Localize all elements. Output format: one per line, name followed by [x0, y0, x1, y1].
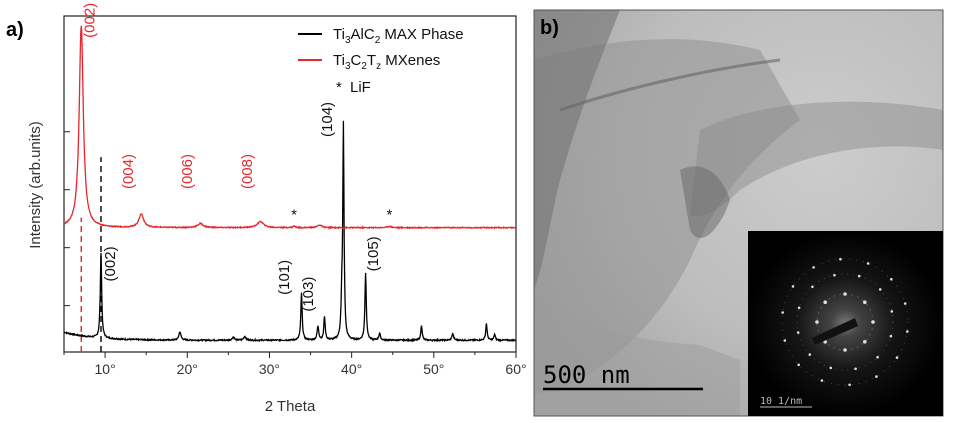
beam-stop: [812, 318, 858, 345]
diffraction-spot: [843, 292, 847, 296]
legend-symbol-lif: *: [336, 79, 342, 96]
x-tick-label: 30°: [259, 361, 280, 377]
panel-b-label: b): [540, 17, 559, 39]
diffraction-spot: [797, 363, 800, 367]
legend-label-max: Ti3AlC2 MAX Phase: [333, 26, 464, 46]
diffraction-spot: [876, 355, 879, 359]
y-axis-label: Intensity (arb.units): [27, 121, 44, 249]
scale-bar-label: 500 nm: [543, 361, 630, 389]
legend-label-lif: LiF: [350, 79, 371, 96]
x-tick-label: 10°: [95, 361, 116, 377]
diffraction-spot: [857, 274, 861, 278]
diffraction-spot: [863, 300, 867, 305]
peak-labels: (002) (101) (103) (104) (105) (002) (004) (006)…: [81, 3, 382, 312]
diffraction-spot: [811, 285, 814, 289]
saed-ring-3: [781, 258, 909, 386]
tem-frame: [533, 9, 944, 417]
y-ticks: [64, 131, 70, 307]
saed-scale-label: 10 1/nm: [760, 396, 802, 407]
peak-label: (006): [179, 154, 196, 189]
diffraction-spot: [906, 330, 909, 333]
peak-label: (002): [102, 246, 119, 281]
x-tick-label: 40°: [341, 361, 362, 377]
diffraction-spot: [895, 356, 899, 359]
diffraction-spot: [854, 367, 857, 371]
diffraction-spot: [890, 277, 893, 281]
diffraction-spot: [839, 257, 842, 261]
x-ticks: 10° 20° 30° 40° 50° 60°: [63, 352, 527, 377]
diffraction-spot: [820, 379, 824, 382]
diffraction-spot: [866, 262, 870, 265]
panel-a-label: a): [6, 19, 24, 41]
peak-label: (008): [239, 154, 256, 189]
saed-spots: [781, 257, 909, 387]
diffraction-spot: [791, 285, 795, 288]
x-tick-label: 50°: [423, 361, 444, 377]
saed-inset: 10 1/nm: [748, 231, 943, 416]
diffraction-spot: [812, 266, 815, 269]
peak-label: (002): [81, 3, 98, 38]
peak-label: (103): [300, 277, 317, 312]
marker-lines: [80, 157, 102, 352]
x-axis-label: 2 Theta: [265, 398, 316, 415]
diffraction-spot: [889, 334, 893, 338]
diffraction-spot: [823, 340, 827, 344]
xrd-plot: 10° 20° 30° 40° 50° 60° (002) (101) (103)(104)(…: [63, 3, 527, 377]
lif-asterisk: *: [387, 206, 393, 223]
diffraction-spot: [815, 320, 819, 324]
diffraction-spot: [808, 353, 812, 356]
diffraction-spot: [843, 348, 847, 352]
peak-label: (101): [276, 260, 293, 295]
diffraction-spot: [796, 331, 800, 334]
series-lines: [63, 25, 517, 343]
diffraction-spot: [848, 383, 851, 387]
plot-frame: [63, 15, 517, 353]
peak-label: (105): [365, 236, 382, 271]
diffraction-spot: [797, 306, 801, 310]
diffraction-spot: [903, 302, 907, 305]
diffraction-spot: [829, 366, 833, 370]
diffraction-spot: [863, 340, 867, 344]
peak-label: (104): [319, 102, 336, 137]
x-tick-label: 20°: [177, 361, 198, 377]
lif-asterisk: *: [291, 206, 297, 223]
lif-annotations: * *: [291, 206, 392, 223]
series-mxene: [63, 25, 517, 230]
diffraction-spot: [878, 288, 882, 291]
tem-micrograph: 500 nm 10 1/nm: [533, 9, 944, 417]
series-max-phase: [63, 120, 517, 343]
saed-ring-2: [796, 273, 894, 371]
diffraction-spot: [781, 311, 784, 314]
diffraction-spot: [871, 320, 875, 324]
x-tick-label: 60°: [505, 361, 526, 377]
diffraction-spot: [823, 300, 827, 305]
diffraction-spot: [783, 339, 787, 342]
diffraction-spot: [890, 310, 894, 313]
diffraction-spot: [875, 375, 878, 378]
peak-label: (004): [120, 154, 137, 189]
legend: Ti3AlC2 MAX Phase Ti3C2Tz MXenes * LiF: [298, 26, 464, 96]
legend-label-mxene: Ti3C2Tz MXenes: [333, 52, 440, 72]
diffraction-spot: [833, 273, 836, 277]
